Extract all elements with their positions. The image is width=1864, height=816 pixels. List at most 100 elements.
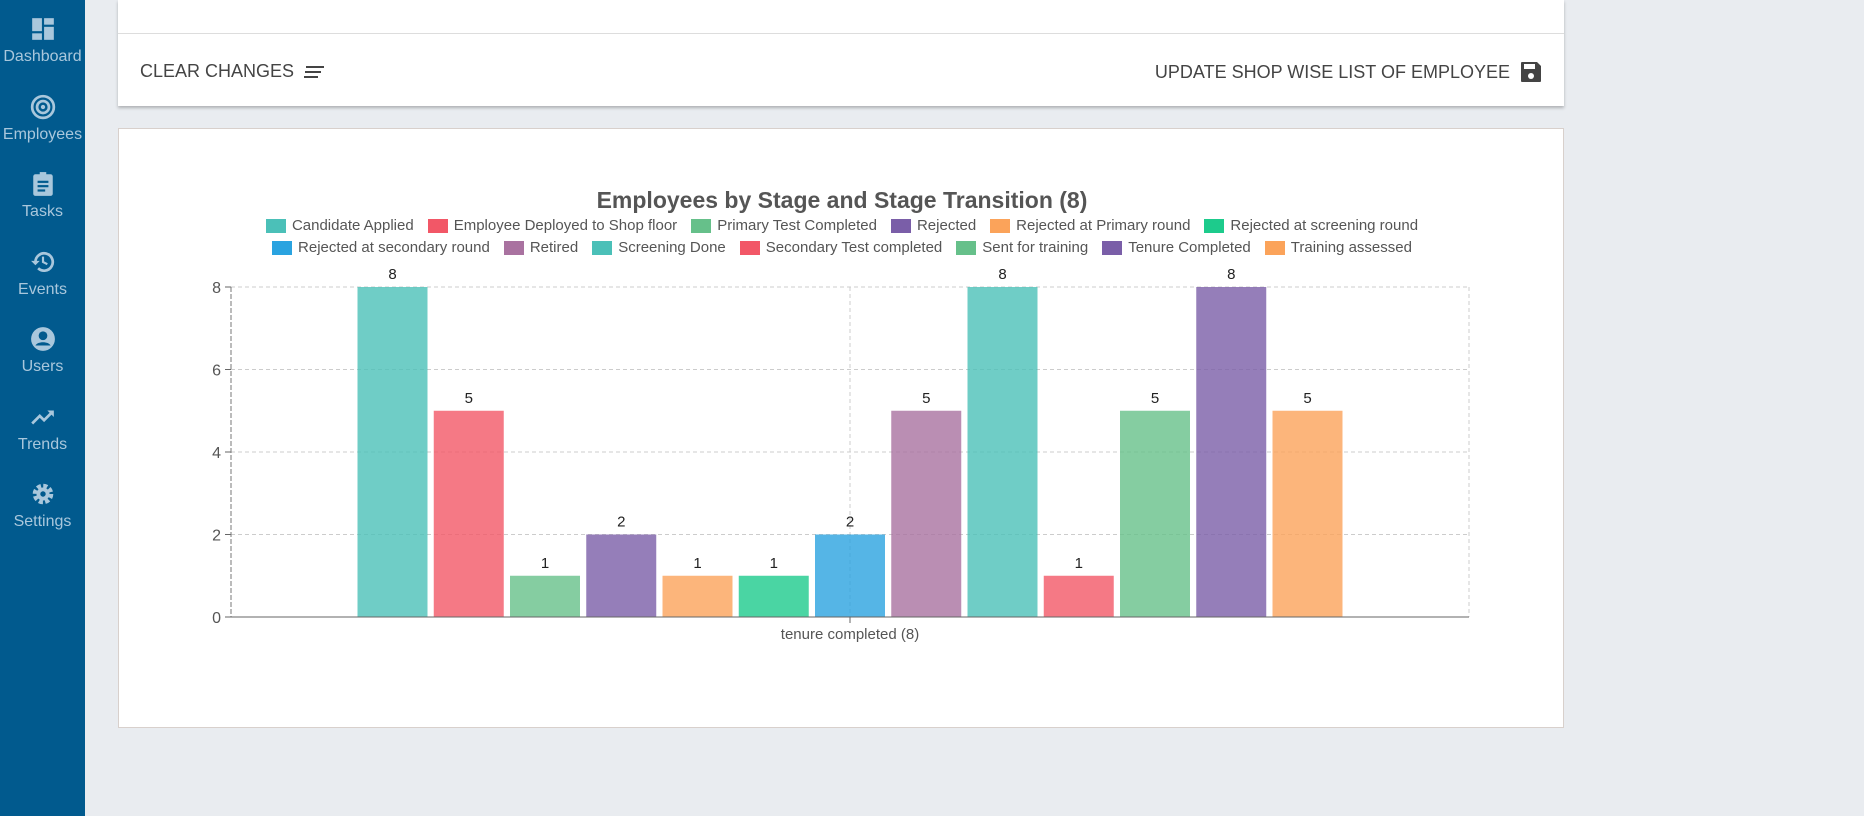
legend-label: Rejected [916,217,977,234]
sidebar-item-label: Settings [13,513,72,530]
data-label: 8 [1227,266,1235,283]
sidebar-item-label: Trends [17,435,68,453]
sidebar-item-settings[interactable]: Settings [0,481,85,531]
legend-swatch [890,218,911,233]
legend-label: Secondary Test completed [765,239,943,256]
legend-swatch [990,218,1011,233]
legend-item[interactable]: Secondary Test completed [739,239,943,256]
history-icon [30,251,54,272]
legend-label: Candidate Applied [291,217,414,234]
legend-row: Rejected at secondary round Retired Screen… [119,239,1565,256]
bar [891,410,962,617]
data-label: 5 [465,390,473,407]
sidebar: Dashboard Employees Tasks Events Users Trends… [0,0,85,816]
legend-label: Tenure Completed [1128,239,1251,256]
bar [738,575,809,617]
sidebar-item-label: Employees [2,125,83,143]
bar-chart: 0 2 4 6 8 8 5 1 2 1 1 2 5 8 1 5 8 5 tenure completed (8) [212,266,1470,643]
bar [510,575,580,617]
y-tick-label: 6 [212,363,221,380]
divider [118,33,1564,34]
clear-all-icon [304,65,325,78]
radar-icon [30,94,55,119]
legend-label: Rejected at secondary round [298,239,490,256]
sidebar-item-events[interactable]: Events [0,249,85,299]
legend-swatch [592,240,613,255]
data-label: 2 [617,514,625,531]
clear-changes-label: CLEAR CHANGES [140,61,295,81]
legend-item[interactable]: Candidate Applied [265,217,414,234]
legend-item[interactable]: Rejected at screening round [1204,217,1418,234]
legend-item[interactable]: Primary Test Completed [691,217,877,234]
trending-up-icon [30,410,54,424]
data-label: 8 [998,266,1006,283]
action-card: CLEAR CHANGES UPDATE SHOP WISE LIST OF E… [118,0,1564,106]
sidebar-item-label: Dashboard [3,48,82,65]
sidebar-item-dashboard[interactable]: Dashboard [0,16,85,66]
bar [433,410,504,617]
data-label: 1 [693,555,701,572]
legend-swatch [691,218,712,233]
data-label: 2 [846,514,854,531]
legend-item[interactable]: Sent for training [956,239,1088,256]
sidebar-item-trends[interactable]: Trends [0,404,85,454]
chart-card: Employees by Stage and Stage Transition … [118,128,1564,728]
legend-swatch [739,240,760,255]
legend-item[interactable]: Retired [503,239,578,256]
legend-swatch [1204,218,1225,233]
clipboard-icon [32,172,53,196]
y-tick-label: 4 [212,445,221,462]
sidebar-item-employees[interactable]: Employees [0,94,85,144]
sidebar-item-tasks[interactable]: Tasks [0,171,85,221]
legend-label: Rejected at Primary round [1016,217,1191,234]
update-shop-wise-list-button[interactable]: UPDATE SHOP WISE LIST OF EMPLOYEE [1155,61,1542,83]
legend-label: Primary Test Completed [717,217,877,234]
legend-swatch [503,240,524,255]
data-label: 5 [922,390,930,407]
bar [815,534,885,617]
bar [357,287,428,617]
legend-row: Candidate Applied Employee Deployed to Sh… [119,217,1565,234]
sidebar-item-users[interactable]: Users [0,326,85,376]
bar [967,287,1038,617]
sidebar-item-label: Users [21,358,64,375]
legend-item[interactable]: Rejected [890,217,977,234]
legend-swatch [1264,240,1285,255]
bar [1043,575,1114,617]
legend-label: Screening Done [618,239,726,256]
legend-label: Sent for training [982,239,1089,256]
legend-label: Training assessed [1290,239,1412,256]
sidebar-item-label: Events [18,280,67,298]
legend-item[interactable]: Rejected at secondary round [272,239,490,256]
sidebar-item-label: Tasks [22,203,63,220]
x-tick-label: tenure completed (8) [781,626,919,643]
data-label: 1 [541,555,549,572]
data-label: 8 [388,266,396,283]
bar [1196,287,1267,617]
bar [586,534,657,617]
data-label: 5 [1151,390,1159,407]
data-label: 1 [770,555,778,572]
legend-swatch [956,240,977,255]
data-label: 1 [1075,555,1083,572]
y-tick-label: 0 [212,610,221,627]
gear-icon [32,483,53,505]
bar [1120,410,1190,617]
dashboard-icon [31,18,54,40]
legend-label: Rejected at screening round [1230,217,1419,234]
y-tick-label: 2 [212,528,221,545]
data-label: 5 [1303,390,1311,407]
legend-swatch [272,240,293,255]
legend-swatch [265,218,286,233]
legend-item[interactable]: Employee Deployed to Shop floor [427,217,678,234]
save-icon [1521,62,1541,82]
legend-item[interactable]: Tenure Completed [1102,239,1251,256]
clear-changes-button[interactable]: CLEAR CHANGES [140,61,325,82]
y-tick-label: 8 [212,280,221,297]
legend-item[interactable]: Training assessed [1264,239,1412,256]
bar [1272,410,1343,617]
legend-label: Employee Deployed to Shop floor [453,217,678,234]
chart-title: Employees by Stage and Stage Transition … [596,187,1088,213]
legend-item[interactable]: Rejected at Primary round [990,217,1190,234]
legend-item[interactable]: Screening Done [592,239,726,256]
